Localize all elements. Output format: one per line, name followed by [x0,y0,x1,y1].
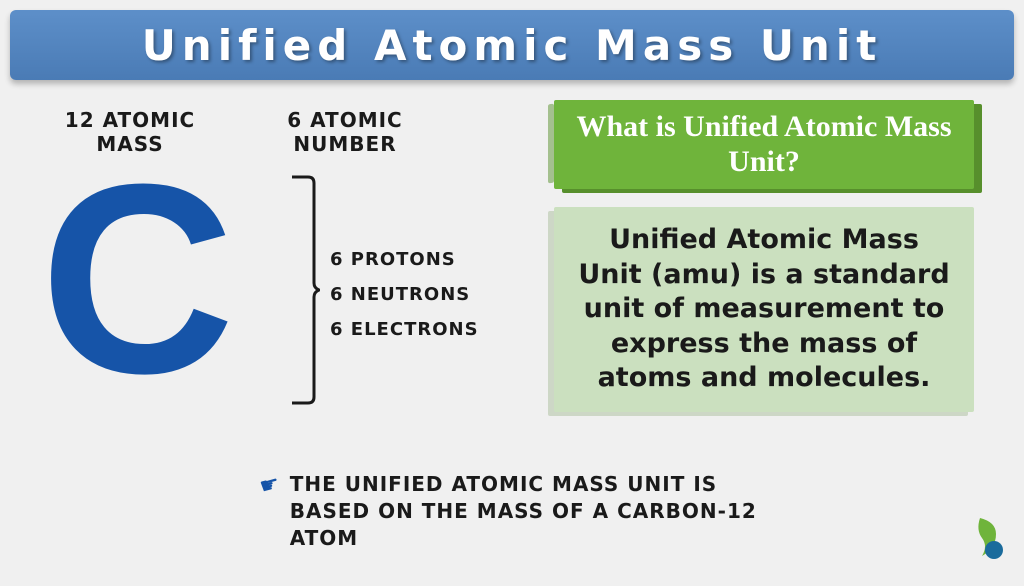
question-box: What is Unified Atomic Mass Unit? [554,100,974,189]
pointer-icon: ☛ [257,471,283,500]
brand-logo [962,512,1010,560]
atomic-number-label: 6 ATOMIC NUMBER [260,108,430,156]
list-item: 6 NEUTRONS [330,284,479,305]
list-item: 6 PROTONS [330,249,479,270]
content-area: 12 ATOMIC MASS 6 ATOMIC NUMBER C 6 PROTO… [0,90,1024,570]
footer-text: THE UNIFIED ATOMIC MASS UNIT IS BASED ON… [290,471,780,552]
header-bar: Unified Atomic Mass Unit [10,10,1014,80]
list-item: 6 ELECTRONS [330,319,479,340]
page-title: Unified Atomic Mass Unit [142,21,883,70]
footer-note: ☛ THE UNIFIED ATOMIC MASS UNIT IS BASED … [260,471,780,552]
particle-list: 6 PROTONS 6 NEUTRONS 6 ELECTRONS [330,235,479,354]
element-symbol: C [40,145,235,415]
info-panel: What is Unified Atomic Mass Unit? Unifie… [534,100,994,412]
definition-box: Unified Atomic Mass Unit (amu) is a stan… [554,207,974,412]
bracket-icon [290,175,320,405]
